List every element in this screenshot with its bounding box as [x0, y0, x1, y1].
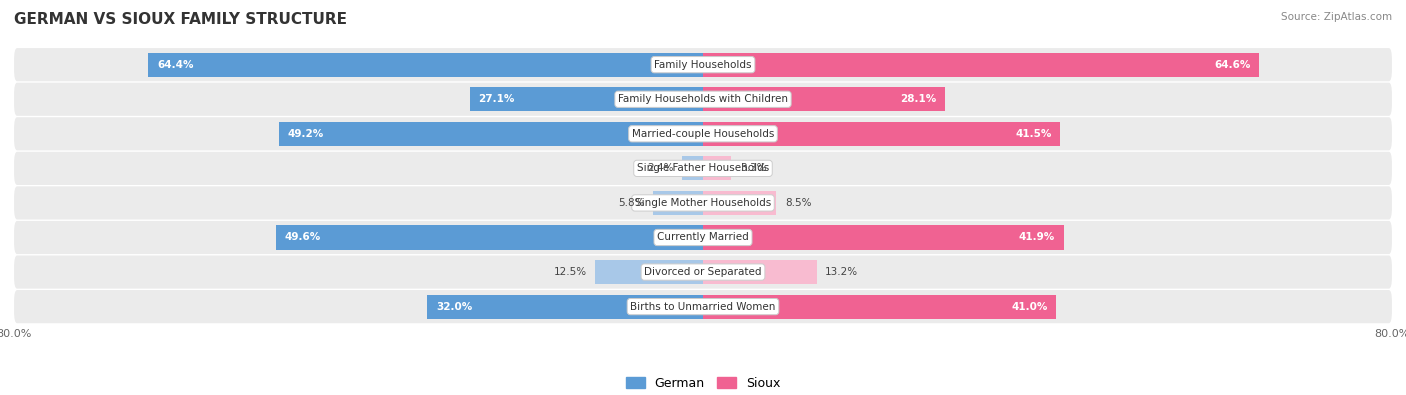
Text: Single Father Households: Single Father Households: [637, 164, 769, 173]
Bar: [703, 53, 1260, 77]
Bar: [703, 191, 776, 215]
Text: 8.5%: 8.5%: [785, 198, 811, 208]
Text: Family Households with Children: Family Households with Children: [619, 94, 787, 104]
Text: 41.5%: 41.5%: [1015, 129, 1052, 139]
FancyBboxPatch shape: [14, 152, 1392, 185]
FancyBboxPatch shape: [14, 186, 1392, 220]
Legend: German, Sioux: German, Sioux: [621, 372, 785, 395]
Text: Married-couple Households: Married-couple Households: [631, 129, 775, 139]
Text: 3.3%: 3.3%: [740, 164, 766, 173]
Bar: [427, 295, 703, 319]
Bar: [149, 53, 703, 77]
Bar: [470, 87, 703, 111]
Bar: [703, 122, 1060, 146]
Bar: [703, 87, 945, 111]
Text: 64.6%: 64.6%: [1215, 60, 1251, 70]
Bar: [703, 295, 1056, 319]
Bar: [682, 156, 703, 181]
Text: Family Households: Family Households: [654, 60, 752, 70]
Text: 64.4%: 64.4%: [157, 60, 194, 70]
FancyBboxPatch shape: [14, 290, 1392, 323]
FancyBboxPatch shape: [14, 221, 1392, 254]
Text: Births to Unmarried Women: Births to Unmarried Women: [630, 302, 776, 312]
Bar: [276, 226, 703, 250]
Text: Single Mother Households: Single Mother Households: [636, 198, 770, 208]
Text: 2.4%: 2.4%: [647, 164, 673, 173]
Bar: [703, 226, 1064, 250]
Text: 32.0%: 32.0%: [436, 302, 472, 312]
FancyBboxPatch shape: [14, 83, 1392, 116]
Text: 41.9%: 41.9%: [1019, 233, 1056, 243]
FancyBboxPatch shape: [14, 117, 1392, 150]
Text: 49.6%: 49.6%: [284, 233, 321, 243]
Text: GERMAN VS SIOUX FAMILY STRUCTURE: GERMAN VS SIOUX FAMILY STRUCTURE: [14, 12, 347, 27]
Text: Source: ZipAtlas.com: Source: ZipAtlas.com: [1281, 12, 1392, 22]
Text: 5.8%: 5.8%: [619, 198, 644, 208]
Bar: [595, 260, 703, 284]
Text: 49.2%: 49.2%: [288, 129, 325, 139]
FancyBboxPatch shape: [14, 256, 1392, 289]
Text: 12.5%: 12.5%: [554, 267, 586, 277]
Bar: [280, 122, 703, 146]
Text: 13.2%: 13.2%: [825, 267, 859, 277]
Text: 28.1%: 28.1%: [900, 94, 936, 104]
Text: 27.1%: 27.1%: [478, 94, 515, 104]
Bar: [703, 156, 731, 181]
Bar: [652, 191, 703, 215]
Bar: [703, 260, 817, 284]
FancyBboxPatch shape: [14, 48, 1392, 81]
Text: Divorced or Separated: Divorced or Separated: [644, 267, 762, 277]
Text: Currently Married: Currently Married: [657, 233, 749, 243]
Text: 41.0%: 41.0%: [1011, 302, 1047, 312]
